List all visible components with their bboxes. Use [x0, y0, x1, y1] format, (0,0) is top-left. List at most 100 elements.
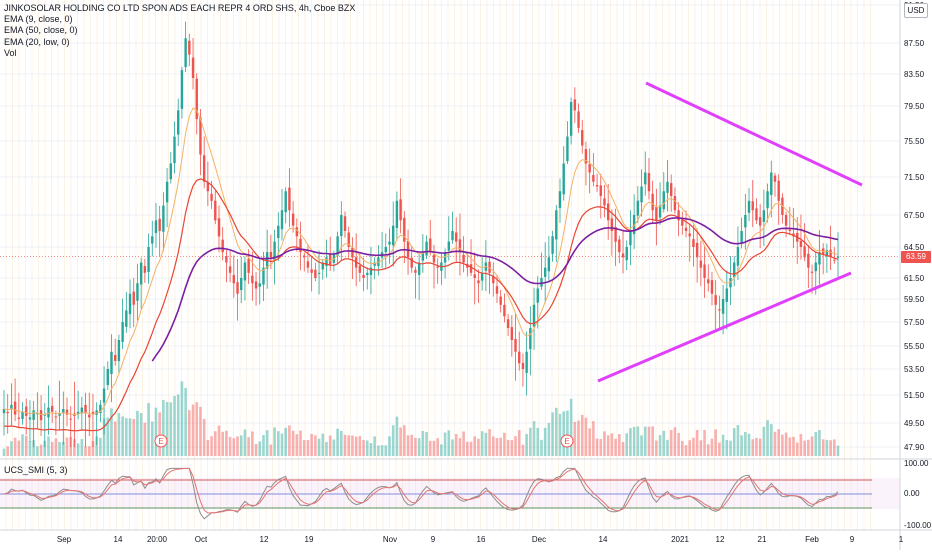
candle-body: [417, 262, 421, 275]
legend-title: JINKOSOLAR HOLDING CO LTD SPON ADS EACH …: [4, 3, 356, 13]
candle-body: [358, 265, 362, 273]
volume-bar: [258, 441, 262, 456]
volume-bar: [777, 429, 780, 456]
volume-bar: [688, 440, 692, 456]
volume-bars: [2, 381, 840, 456]
candle-body: [625, 247, 628, 261]
candle-body: [588, 164, 591, 173]
volume-bar: [706, 444, 710, 456]
price-tick-label: 79.50: [904, 102, 925, 111]
smi-main-line: [3, 467, 839, 520]
volume-bar: [836, 445, 840, 456]
candle-body: [488, 261, 491, 273]
candle-body: [773, 175, 777, 182]
candle-body: [21, 411, 24, 419]
candle-body: [425, 241, 428, 256]
candle-body: [606, 203, 610, 221]
candle-body: [143, 266, 147, 273]
candlesticks[interactable]: [2, 21, 840, 447]
last-price-badge: 63.59: [901, 251, 931, 263]
volume-bar: [110, 408, 113, 456]
volume-bar: [510, 440, 514, 456]
candle-body: [651, 193, 654, 211]
volume-bar: [236, 436, 239, 456]
candle-body: [69, 418, 72, 420]
candle-body: [577, 111, 580, 128]
volume-bar: [440, 444, 443, 456]
candle-body: [614, 227, 617, 242]
volume-bar: [640, 435, 643, 456]
time-tick-label: 14: [114, 535, 123, 544]
volume-bar: [762, 426, 766, 456]
volume-bar: [317, 438, 321, 456]
candle-body: [251, 275, 254, 284]
volume-bar: [32, 440, 35, 456]
candle-body: [158, 218, 161, 231]
candle-body: [17, 417, 21, 419]
candle-body: [210, 193, 213, 201]
volume-bar: [773, 431, 777, 456]
volume-bar: [191, 404, 195, 456]
volume-bar: [703, 430, 706, 456]
candle-body: [128, 293, 132, 315]
volume-bar: [417, 438, 421, 456]
volume-bar: [517, 430, 521, 456]
volume-bar: [54, 438, 58, 456]
candle-body: [584, 149, 588, 164]
ema-lines: [3, 107, 839, 432]
candle-body: [369, 267, 373, 276]
candle-body: [699, 260, 703, 268]
candle-body: [770, 172, 773, 195]
horizontal-gridlines: [0, 4, 900, 448]
candle-body: [184, 38, 187, 68]
volume-bar: [540, 439, 543, 456]
volume-bar: [603, 431, 606, 456]
candle-body: [65, 409, 69, 415]
volume-bar: [106, 417, 110, 456]
candle-body: [225, 256, 228, 263]
volume-bar: [351, 435, 354, 456]
candle-body: [710, 280, 714, 294]
volume-bar: [273, 427, 276, 456]
lower-trendline: [597, 271, 852, 383]
chart-legend: JINKOSOLAR HOLDING CO LTD SPON ADS EACH …: [4, 3, 355, 59]
candle-body: [532, 304, 536, 327]
candle-body: [106, 369, 109, 386]
candle-body: [462, 254, 465, 263]
legend-ema9: EMA (9, close, 0): [4, 14, 73, 25]
candle-body: [343, 216, 347, 231]
candle-body: [562, 163, 565, 195]
volume-bar: [488, 429, 491, 456]
volume-bar: [188, 410, 191, 456]
candle-body: [755, 208, 758, 221]
candle-body: [803, 246, 806, 258]
candle-body: [392, 225, 395, 246]
smi-tick-label: -100.00: [904, 521, 932, 530]
volume-bar: [614, 438, 617, 456]
candle-body: [254, 281, 258, 289]
candle-body: [670, 183, 673, 196]
volume-bar: [799, 434, 803, 456]
volume-bar: [580, 414, 584, 456]
candle-body: [221, 239, 224, 253]
volume-bar: [599, 438, 603, 456]
volume-bar: [147, 403, 150, 456]
earnings-marker-icon: [154, 434, 168, 448]
candle-body: [629, 231, 632, 246]
volume-bar: [332, 439, 336, 456]
candle-body: [703, 264, 706, 278]
volume-bar: [566, 410, 569, 456]
currency-button[interactable]: USD: [904, 3, 928, 18]
candle-body: [76, 411, 80, 415]
volume-bar: [432, 440, 436, 456]
volume-bar: [562, 411, 566, 456]
earnings-marker-label: E: [158, 437, 163, 446]
price-tick-label: 64.50: [904, 243, 925, 252]
volume-bar: [284, 427, 288, 456]
candle-body: [758, 217, 762, 226]
triangle-trendlines[interactable]: [597, 81, 863, 383]
candle-body: [599, 185, 602, 196]
